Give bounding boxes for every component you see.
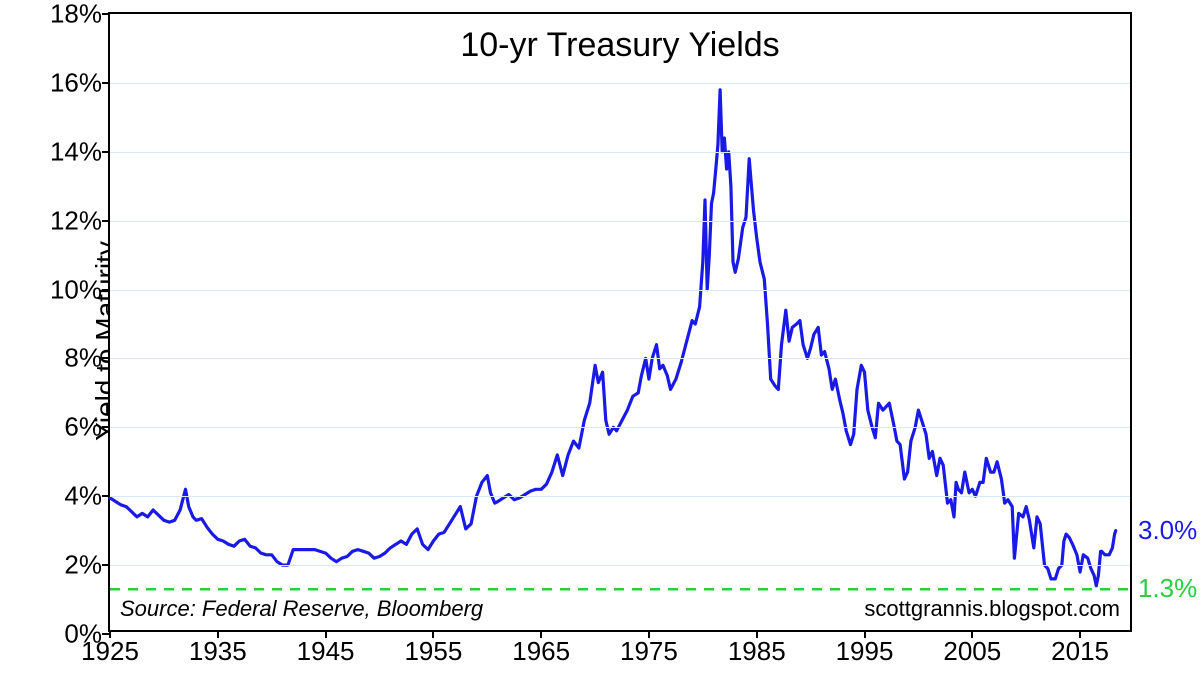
x-tick-label: 1985 <box>728 636 786 667</box>
y-tick-label: 2% <box>64 550 102 581</box>
gridline <box>110 427 1130 428</box>
x-tick-label: 1965 <box>512 636 570 667</box>
gridline <box>110 565 1130 566</box>
reference-line-label: 1.3% <box>1138 573 1197 604</box>
x-tick-label: 1935 <box>189 636 247 667</box>
y-tick-label: 12% <box>50 205 102 236</box>
gridline <box>110 358 1130 359</box>
x-tick-label: 1955 <box>404 636 462 667</box>
yield-line <box>110 90 1116 586</box>
y-tick-label: 18% <box>50 0 102 30</box>
x-tick-label: 1995 <box>836 636 894 667</box>
x-tick-label: 1945 <box>297 636 355 667</box>
end-value-label: 3.0% <box>1138 515 1197 546</box>
gridline <box>110 221 1130 222</box>
y-tick-label: 14% <box>50 136 102 167</box>
x-tick-label: 1925 <box>81 636 139 667</box>
y-tick-label: 16% <box>50 67 102 98</box>
gridline <box>110 496 1130 497</box>
gridline <box>110 152 1130 153</box>
x-tick-label: 2015 <box>1051 636 1109 667</box>
gridline <box>110 290 1130 291</box>
x-tick-label: 1975 <box>620 636 678 667</box>
x-tick-label: 2005 <box>943 636 1001 667</box>
line-series <box>110 14 1134 634</box>
y-tick-label: 10% <box>50 274 102 305</box>
y-tick-label: 4% <box>64 481 102 512</box>
y-tick-label: 8% <box>64 343 102 374</box>
gridline <box>110 83 1130 84</box>
plot-area: 10-yr Treasury Yields Source: Federal Re… <box>108 12 1132 632</box>
y-tick-label: 6% <box>64 412 102 443</box>
chart-container: Yield to Maturity 10-yr Treasury Yields … <box>0 0 1204 682</box>
